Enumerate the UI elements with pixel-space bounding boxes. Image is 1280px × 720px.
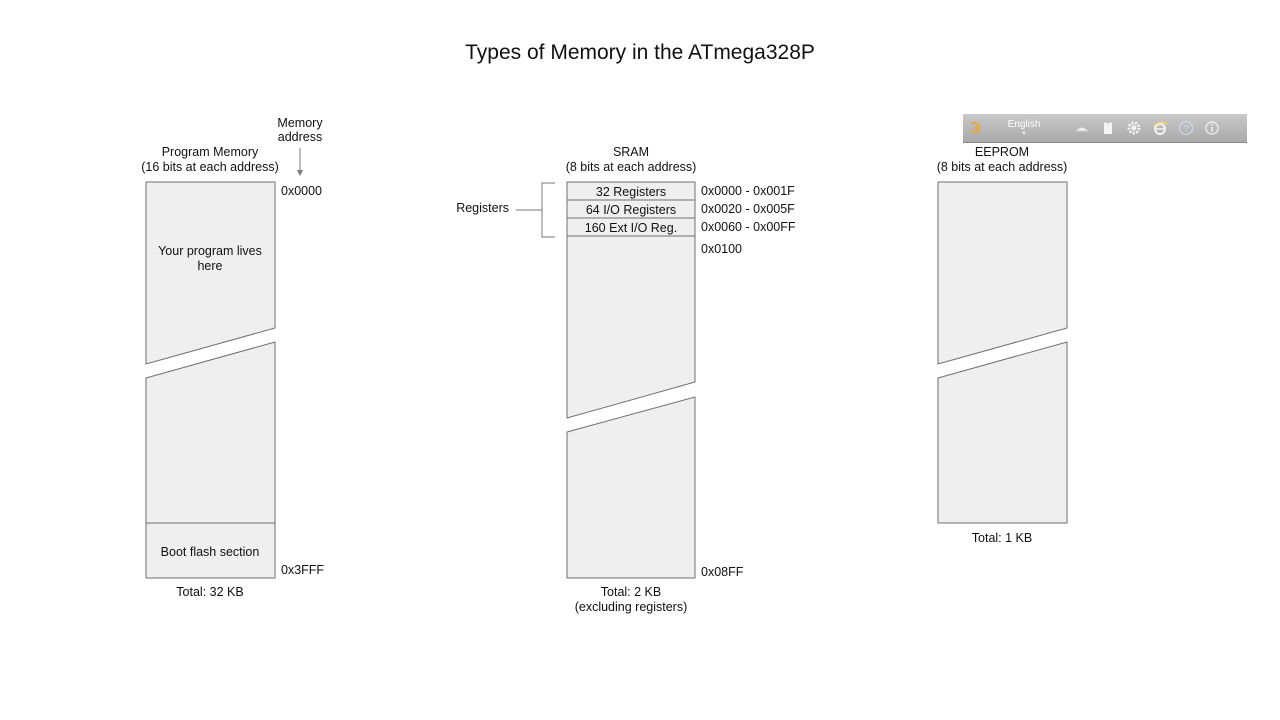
sram-upper-block — [566, 235, 696, 419]
help-icon[interactable]: ? — [1173, 115, 1199, 141]
keyboard-icon[interactable] — [1069, 115, 1095, 141]
language-label: English — [1007, 118, 1041, 130]
program-memory-subheading: (16 bits at each address) — [141, 160, 279, 174]
program-memory-total: Total: 32 KB — [176, 585, 243, 599]
eeprom-upper-block — [937, 181, 1068, 365]
program-memory-heading: Program Memory — [162, 145, 259, 159]
program-memory-column: Program Memory (16 bits at each address)… — [141, 116, 324, 599]
sram-total: Total: 2 KB — [601, 585, 661, 599]
register-row-label: 64 I/O Registers — [586, 203, 676, 217]
program-memory-lower-block — [145, 341, 276, 579]
register-row-range: 0x0000 - 0x001F — [701, 184, 795, 198]
program-end-address: 0x3FFF — [281, 563, 324, 577]
sram-end-address: 0x08FF — [701, 565, 744, 579]
input-method-icon[interactable] — [963, 115, 989, 141]
registers-label: Registers — [456, 201, 509, 215]
register-row-range: 0x0060 - 0x00FF — [701, 220, 796, 234]
svg-text:?: ? — [1183, 124, 1189, 135]
eeprom-lower-block — [937, 341, 1068, 524]
language-toolbar: English ▼ ? — [963, 114, 1247, 143]
sram-total-note: (excluding registers) — [575, 600, 688, 614]
info-icon[interactable] — [1199, 115, 1225, 141]
chevron-down-icon: ▼ — [1021, 130, 1027, 137]
register-row-label: 32 Registers — [596, 185, 666, 199]
diagram-title: Types of Memory in the ATmega328P — [465, 41, 815, 64]
skin-icon[interactable] — [1095, 115, 1121, 141]
settings-icon[interactable] — [1121, 115, 1147, 141]
memory-address-label: Memory — [277, 116, 323, 130]
program-body-text: Your program lives — [158, 244, 262, 258]
eeprom-column: EEPROM (8 bits at each address) Total: 1… — [937, 145, 1068, 545]
sram-subheading: (8 bits at each address) — [566, 160, 697, 174]
register-row-range: 0x0020 - 0x005F — [701, 202, 795, 216]
sram-column: SRAM (8 bits at each address) 32 Registe… — [456, 145, 796, 614]
program-memory-upper-block — [145, 181, 276, 365]
memory-address-arrowhead — [297, 170, 303, 176]
register-row-label: 160 Ext I/O Reg. — [585, 221, 677, 235]
program-start-address: 0x0000 — [281, 184, 322, 198]
sram-data-start-address: 0x0100 — [701, 242, 742, 256]
sram-lower-block — [566, 396, 696, 579]
memory-address-label-2: address — [278, 130, 322, 144]
sram-heading: SRAM — [613, 145, 649, 159]
boot-flash-label: Boot flash section — [161, 545, 260, 559]
program-body-text-2: here — [197, 259, 222, 273]
registers-bracket — [516, 182, 555, 238]
browser-icon[interactable] — [1147, 115, 1173, 141]
language-selector[interactable]: English ▼ — [989, 115, 1059, 141]
eeprom-heading: EEPROM — [975, 145, 1029, 159]
eeprom-total: Total: 1 KB — [972, 531, 1032, 545]
eeprom-subheading: (8 bits at each address) — [937, 160, 1068, 174]
